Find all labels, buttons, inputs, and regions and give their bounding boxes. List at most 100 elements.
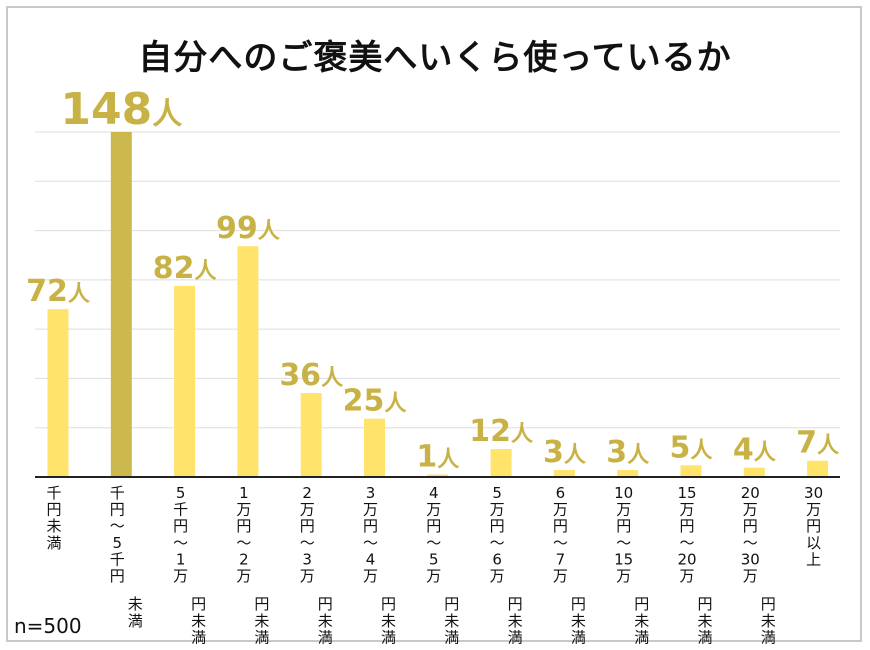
bar-5 xyxy=(364,418,385,477)
category-label-7-char: 未 xyxy=(508,612,523,630)
category-label-7-char: ～ xyxy=(490,534,505,552)
category-label-4-char: 未 xyxy=(318,612,333,630)
category-label-9-char: 円 xyxy=(634,595,649,613)
category-label-9-char: 万 xyxy=(616,567,631,585)
bar-12 xyxy=(807,460,829,477)
category-label-11-char: 円 xyxy=(743,517,758,535)
category-label-4-char: 万 xyxy=(300,501,315,519)
category-label-1-char: 円 xyxy=(110,567,125,585)
sample-size-note: n=500 xyxy=(14,614,82,638)
category-label-8-char: ～ xyxy=(553,534,568,552)
category-label-11-char: 円 xyxy=(761,595,776,613)
category-label-0-char: 千 xyxy=(46,484,61,502)
category-label-8-char: 円 xyxy=(571,595,586,613)
bar-0 xyxy=(47,309,69,477)
bar-6 xyxy=(427,474,449,477)
category-label-1-char: ～ xyxy=(110,517,125,535)
category-label-8-char: 未 xyxy=(571,612,586,630)
category-label-5-char: ～ xyxy=(363,534,378,552)
bar-2 xyxy=(174,285,196,477)
category-label-7-char: 6 xyxy=(492,550,502,568)
category-label-10-char: 15 xyxy=(677,484,696,502)
category-label-3-char: 円 xyxy=(236,517,251,535)
category-label-1-char: 未 xyxy=(128,595,143,613)
category-label-1-char: 円 xyxy=(110,501,125,519)
category-label-10-char: 未 xyxy=(697,612,712,630)
category-label-8-char: 万 xyxy=(553,501,568,519)
category-label-12-char: 万 xyxy=(806,501,821,519)
category-label-1-char: 千 xyxy=(110,550,125,568)
data-label-9: 3人 xyxy=(606,435,649,470)
bar-8 xyxy=(553,470,575,477)
category-label-9-char: 10 xyxy=(614,484,633,502)
category-label-5-char: 未 xyxy=(381,612,396,630)
category-label-4-char: 万 xyxy=(300,567,315,585)
category-label-9-char: 万 xyxy=(616,501,631,519)
category-label-9-char: ～ xyxy=(616,534,631,552)
bar-11 xyxy=(743,467,765,477)
category-label-8-char: 満 xyxy=(571,628,586,646)
bar-1 xyxy=(110,132,132,477)
category-label-6-char: ～ xyxy=(426,534,441,552)
data-label-1: 148人 xyxy=(60,84,182,135)
category-label-4-char: 円 xyxy=(300,517,315,535)
category-label-5-char: 満 xyxy=(381,628,396,646)
category-label-5-char: 4 xyxy=(366,550,376,568)
category-label-9-char: 満 xyxy=(634,628,649,646)
category-label-2-char: 万 xyxy=(173,567,188,585)
data-label-8: 3人 xyxy=(543,435,586,470)
category-label-3-char: ～ xyxy=(236,534,251,552)
category-label-3-char: 満 xyxy=(254,628,269,646)
category-label-11-char: 20 xyxy=(741,484,760,502)
category-label-2-char: 千 xyxy=(173,501,188,519)
data-label-10: 5人 xyxy=(670,430,713,465)
category-label-1-char: 千 xyxy=(110,484,125,502)
category-label-7-char: 5 xyxy=(492,484,502,502)
category-label-10-char: 万 xyxy=(679,567,694,585)
category-label-5-char: 万 xyxy=(363,501,378,519)
category-label-11-char: 満 xyxy=(761,628,776,646)
category-label-7-char: 円 xyxy=(508,595,523,613)
category-label-5-char: 円 xyxy=(381,595,396,613)
category-label-12-char: 30 xyxy=(804,484,823,502)
data-label-7: 12人 xyxy=(469,414,533,449)
category-label-8-char: 7 xyxy=(556,550,566,568)
category-label-5-char: 3 xyxy=(366,484,376,502)
category-label-11-char: 未 xyxy=(761,612,776,630)
category-label-2-char: 円 xyxy=(191,595,206,613)
category-label-6-char: 満 xyxy=(444,628,459,646)
category-label-2-char: 5 xyxy=(176,484,186,502)
category-label-12-char: 以 xyxy=(806,534,821,552)
category-label-6-char: 万 xyxy=(426,567,441,585)
data-label-11: 4人 xyxy=(733,433,776,468)
category-label-11-char: ～ xyxy=(743,534,758,552)
category-label-2-char: 1 xyxy=(176,550,186,568)
bar-10 xyxy=(680,465,702,477)
category-label-4-char: ～ xyxy=(300,534,315,552)
category-label-3-char: 1 xyxy=(239,484,249,502)
category-label-3-char: 万 xyxy=(236,501,251,519)
category-label-1-char: 満 xyxy=(128,612,143,630)
category-label-8-char: 円 xyxy=(553,517,568,535)
category-label-10-char: 20 xyxy=(677,550,696,568)
category-label-10-char: 万 xyxy=(679,501,694,519)
category-label-6-char: 万 xyxy=(426,501,441,519)
category-label-7-char: 満 xyxy=(508,628,523,646)
chart-title: 自分へのご褒美へいくら使っているか xyxy=(138,38,732,78)
category-label-0-char: 未 xyxy=(46,517,61,535)
category-label-3-char: 円 xyxy=(254,595,269,613)
category-label-6-char: 未 xyxy=(444,612,459,630)
category-label-7-char: 万 xyxy=(490,567,505,585)
category-label-10-char: 満 xyxy=(697,628,712,646)
category-label-8-char: 万 xyxy=(553,567,568,585)
category-label-7-char: 円 xyxy=(490,517,505,535)
bar-9 xyxy=(617,470,639,477)
category-label-11-char: 万 xyxy=(743,501,758,519)
category-label-9-char: 未 xyxy=(634,612,649,630)
category-label-8-char: 6 xyxy=(556,484,566,502)
bar-3 xyxy=(237,246,259,477)
category-label-11-char: 万 xyxy=(743,567,758,585)
category-label-7-char: 万 xyxy=(490,501,505,519)
category-label-0-char: 円 xyxy=(46,501,61,519)
bar-4 xyxy=(300,393,322,477)
